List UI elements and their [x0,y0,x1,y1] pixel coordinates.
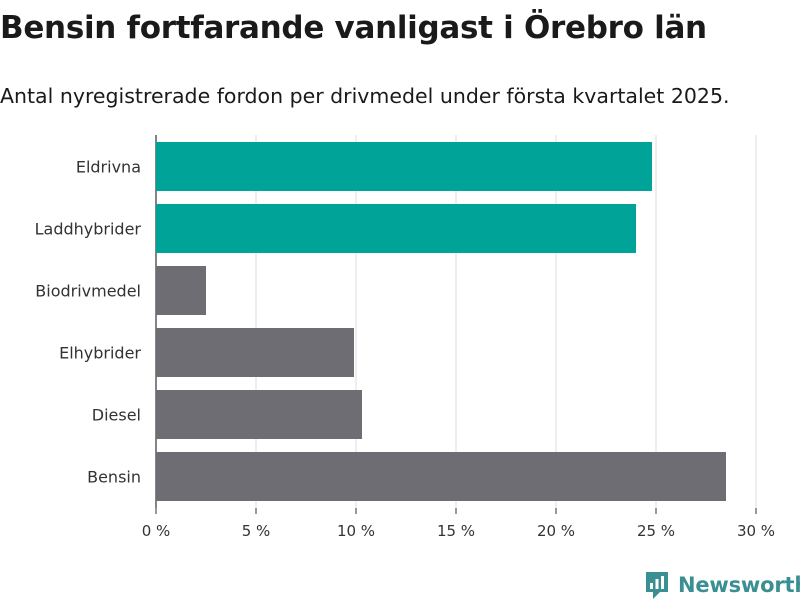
category-labels: Eldrivna Laddhybrider Biodrivmedel Elhybrid… [35,158,142,487]
category-label: Biodrivmedel [35,282,141,301]
x-axis-ticks: 0 % 5 % 10 % 15 % 20 % 25 % 30 % [142,508,775,540]
bar-diesel [156,390,362,439]
bar-laddhybrider [156,204,636,253]
category-label: Eldrivna [76,158,141,177]
x-tick-label: 20 % [537,522,575,540]
x-tick-label: 30 % [737,522,775,540]
chart-title: Bensin fortfarande vanligast i Örebro lä… [0,10,707,46]
bar-elhybrider [156,328,354,377]
x-tick-label: 10 % [337,522,375,540]
chart-subtitle: Antal nyregistrerade fordon per drivmede… [0,84,730,108]
bar-eldrivna [156,142,652,191]
x-tick-label: 5 % [242,522,271,540]
bar-biodrivmedel [156,266,206,315]
x-tick-label: 25 % [637,522,675,540]
category-label: Bensin [87,468,141,487]
bar-chart: Eldrivna Laddhybrider Biodrivmedel Elhybrid… [35,135,775,540]
x-tick-label: 0 % [142,522,171,540]
bar-bensin [156,452,726,501]
category-label: Elhybrider [59,344,141,363]
bars [156,142,726,501]
brand-logo: Newsworthy [644,570,800,600]
newsworthy-logo-icon [646,572,668,599]
x-tick-label: 15 % [437,522,475,540]
gridlines [155,135,757,508]
brand-name: Newsworthy [678,573,800,597]
category-label: Laddhybrider [35,220,142,239]
category-label: Diesel [92,406,141,425]
